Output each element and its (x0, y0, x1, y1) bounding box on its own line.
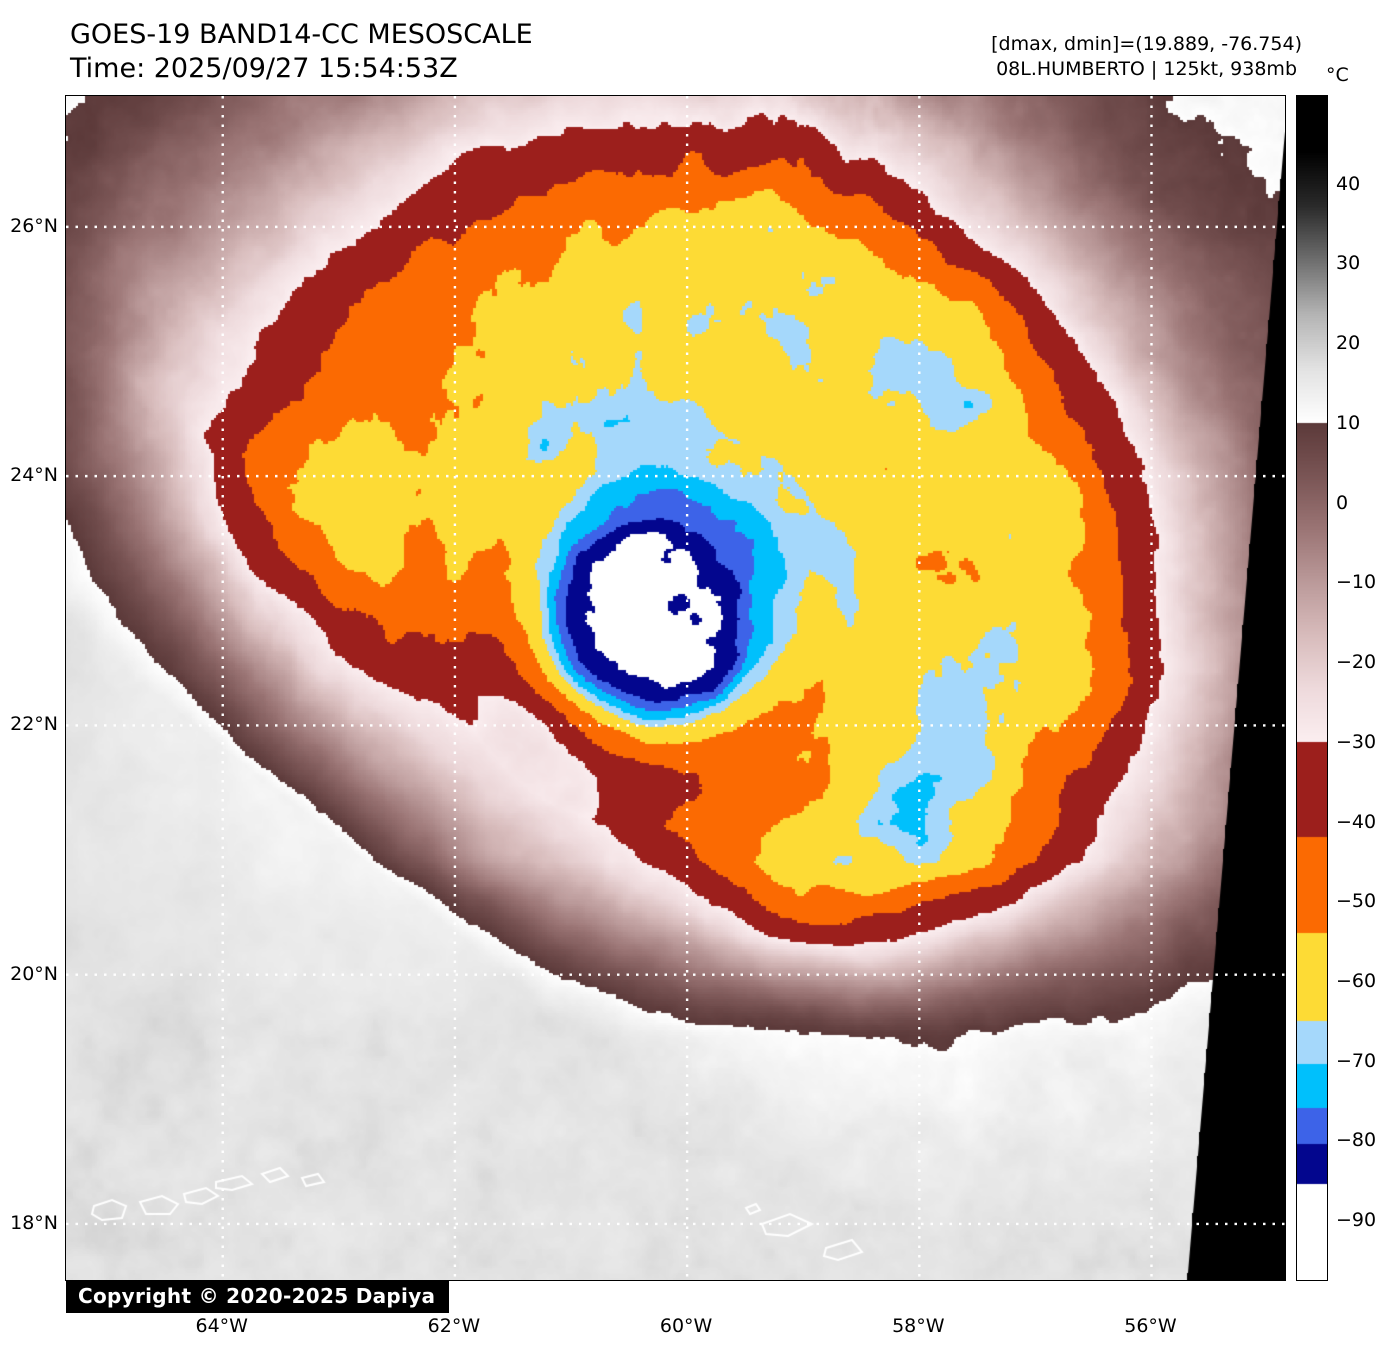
lon-tick-56: 56°W (1124, 1315, 1177, 1337)
colorbar-tick-minus60: −60 (1336, 970, 1377, 992)
metadata-block: [dmax, dmin]=(19.889, -76.754) 08L.HUMBE… (991, 32, 1302, 82)
dmax-dmin-label: [dmax, dmin]=(19.889, -76.754) (991, 33, 1302, 55)
lat-tick-20: 20°N (10, 962, 58, 985)
lon-tick-60: 60°W (659, 1315, 713, 1337)
colorbar-tick-minus70: −70 (1336, 1049, 1377, 1072)
satellite-image-plot[interactable] (65, 95, 1286, 1281)
colorbar-tick-20: 20 (1336, 332, 1361, 355)
colorbar-tick-0: 0 (1336, 491, 1349, 514)
lon-tick-58: 58°W (892, 1315, 945, 1337)
colorbar-tick-10: 10 (1336, 411, 1361, 434)
colorbar-tick-40: 40 (1336, 172, 1361, 195)
colorbar-tick-minus20: −20 (1336, 651, 1377, 674)
colorbar[interactable] (1296, 95, 1328, 1281)
colorbar-tick-30: 30 (1336, 252, 1361, 275)
colorbar-tick-minus90: −90 (1336, 1209, 1377, 1232)
colorbar-gradient (1296, 95, 1328, 1281)
colorbar-tick-minus30: −30 (1336, 730, 1377, 753)
page-title: GOES-19 BAND14-CC MESOSCALE (70, 19, 533, 50)
infrared-brightness-temperature-heatmap (66, 96, 1285, 1280)
copyright-banner: Copyright © 2020-2025 Dapiya (66, 1280, 450, 1313)
lon-tick-64: 64°W (195, 1315, 248, 1337)
lat-tick-26: 26°N (10, 214, 58, 237)
storm-info-label: 08L.HUMBERTO | 125kt, 938mb (996, 58, 1297, 80)
colorbar-tick-minus10: −10 (1336, 571, 1377, 594)
lat-tick-24: 24°N (10, 464, 58, 487)
colorbar-tick-minus80: −80 (1336, 1129, 1377, 1152)
lon-tick-62: 62°W (427, 1315, 481, 1337)
title-block: GOES-19 BAND14-CC MESOSCALE Time: 2025/0… (70, 18, 533, 86)
colorbar-tick-minus50: −50 (1336, 890, 1377, 913)
colorbar-unit-label: °C (1326, 64, 1349, 86)
colorbar-tick-minus40: −40 (1336, 810, 1377, 833)
lat-tick-18: 18°N (10, 1211, 58, 1234)
lat-tick-22: 22°N (10, 713, 58, 736)
timestamp-label: Time: 2025/09/27 15:54:53Z (70, 53, 458, 84)
